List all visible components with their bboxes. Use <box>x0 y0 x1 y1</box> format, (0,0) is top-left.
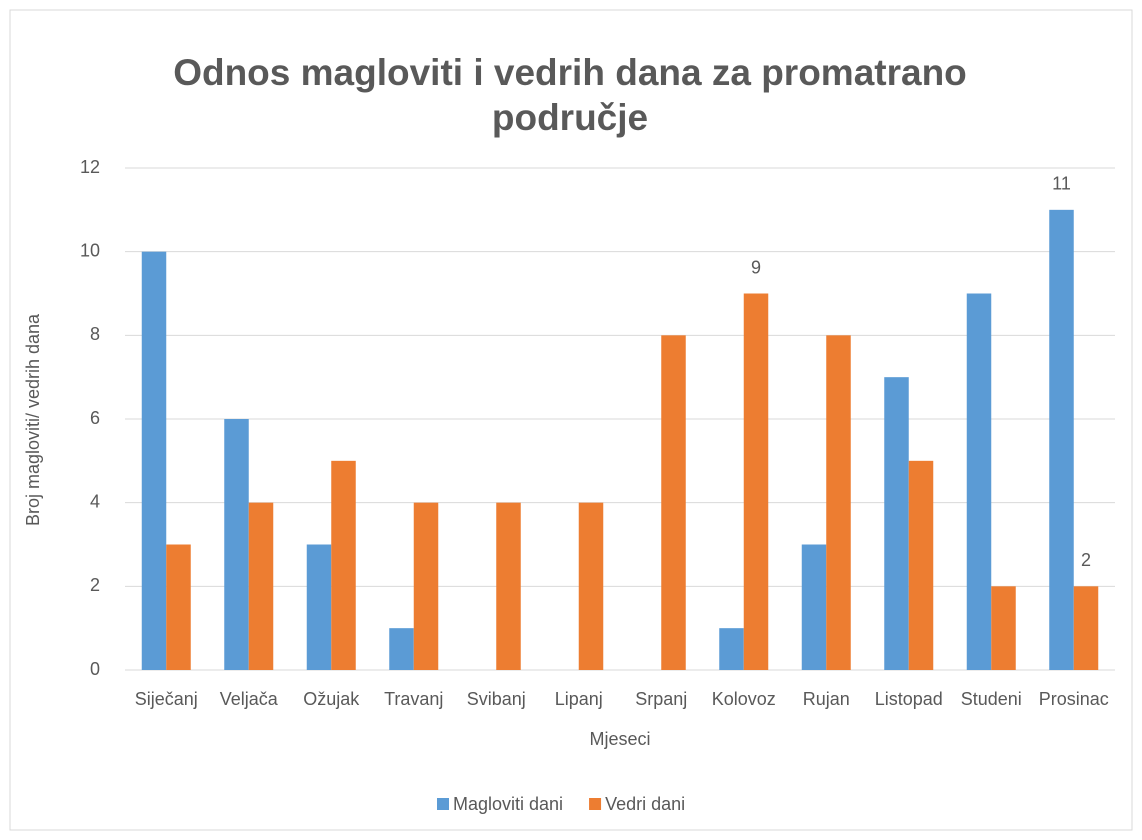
bar <box>826 335 851 670</box>
bar <box>908 460 934 670</box>
x-tick-label: Veljača <box>220 689 279 709</box>
bar <box>743 293 769 670</box>
x-tick-label: Lipanj <box>555 689 603 709</box>
bar <box>1073 586 1099 670</box>
data-label: 9 <box>751 257 761 277</box>
bar <box>966 293 992 670</box>
chart-title: Odnos magloviti i vedrih dana za promatr… <box>173 52 967 93</box>
bar <box>413 502 439 670</box>
bar <box>248 502 274 670</box>
y-tick-label: 8 <box>90 324 100 344</box>
y-tick-label: 10 <box>80 240 100 260</box>
bar <box>331 460 356 670</box>
bar <box>801 544 827 670</box>
x-tick-label: Rujan <box>803 689 850 709</box>
x-tick-label: Travanj <box>384 689 443 709</box>
legend-swatch <box>589 798 602 810</box>
bar <box>661 335 686 670</box>
bar <box>884 377 909 670</box>
x-axis-title: Mjeseci <box>589 729 650 749</box>
bar <box>719 628 744 670</box>
y-tick-label: 12 <box>80 157 100 177</box>
x-tick-label: Prosinac <box>1039 689 1109 709</box>
y-tick-label: 6 <box>90 408 100 428</box>
x-tick-label: Ožujak <box>303 689 360 709</box>
bar <box>224 419 249 670</box>
bar <box>496 502 521 670</box>
bar <box>166 544 191 670</box>
bar <box>141 251 167 670</box>
y-tick-label: 4 <box>90 491 100 511</box>
y-tick-label: 0 <box>90 659 100 679</box>
x-tick-label: Siječanj <box>135 689 198 709</box>
y-tick-label: 2 <box>90 575 100 595</box>
y-axis-title: Broj magloviti/ vedrih dana <box>23 313 43 526</box>
x-tick-label: Kolovoz <box>712 689 776 709</box>
x-tick-label: Srpanj <box>635 689 687 709</box>
x-tick-label: Svibanj <box>467 689 526 709</box>
bar <box>306 544 332 670</box>
bar <box>991 586 1016 670</box>
chart-title: područje <box>492 97 648 138</box>
bar <box>578 502 604 670</box>
bar <box>1049 209 1074 671</box>
x-tick-label: Listopad <box>875 689 943 709</box>
legend-swatch <box>437 798 449 810</box>
data-label: 2 <box>1081 550 1091 570</box>
bar <box>389 628 414 670</box>
legend-label: Vedri dani <box>605 794 685 814</box>
legend-label: Magloviti dani <box>453 794 563 814</box>
x-tick-label: Studeni <box>961 689 1022 709</box>
chart-border <box>9 9 1133 831</box>
data-label: 11 <box>1052 174 1071 194</box>
